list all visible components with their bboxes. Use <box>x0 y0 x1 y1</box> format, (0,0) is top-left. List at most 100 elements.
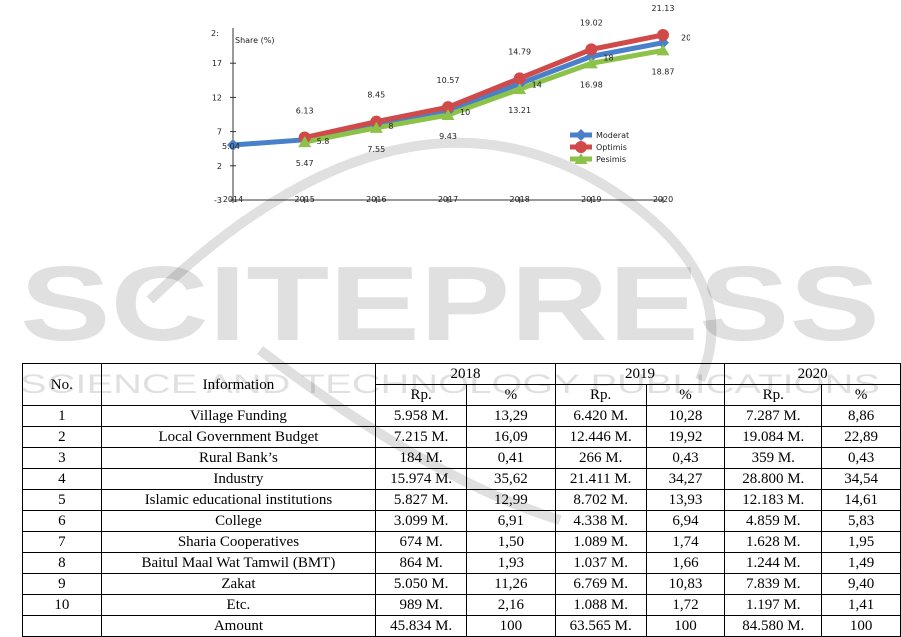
row-amount-2020: 1.244 M. <box>724 552 823 574</box>
x-tick-label: 2015 <box>294 195 314 204</box>
table-row: 8 Baitul Maal Wat Tamwil (BMT) 864 M. 1,… <box>22 552 901 574</box>
row-information: Sharia Cooperatives <box>100 531 377 553</box>
row-percent-2020: 1,95 <box>821 531 901 553</box>
table-row: 2 Local Government Budget 7.215 M. 16,09… <box>22 426 901 448</box>
row-percent-2019: 0,43 <box>645 447 726 469</box>
row-amount-2020: 28.800 M. <box>724 468 823 490</box>
optimis-data-label: 6.13 <box>296 107 314 116</box>
row-percent-2018: 0,41 <box>466 447 556 469</box>
row-percent-2020: 1,41 <box>821 594 901 616</box>
row-amount-2018: 674 M. <box>375 531 468 553</box>
total-amount-2019: 63.565 M. <box>554 615 647 637</box>
row-percent-2020: 1,49 <box>821 552 901 574</box>
moderat-data-label: 8 <box>388 122 393 131</box>
row-percent-2020: 22,89 <box>821 426 901 448</box>
row-amount-2019: 12.446 M. <box>554 426 647 448</box>
row-percent-2019: 34,27 <box>645 468 726 490</box>
row-amount-2019: 6.420 M. <box>554 405 647 427</box>
col-rp-header: Rp. <box>554 384 647 406</box>
col-year-header: 2019 <box>554 363 726 385</box>
row-percent-2018: 1,50 <box>466 531 556 553</box>
optimis-point <box>370 115 383 128</box>
share-chart: 17 12 7 2 -3 2: Share (%) 2014 2015 2016 2017 2018 2… <box>200 0 690 215</box>
row-number: 2 <box>22 426 102 448</box>
pesimis-point <box>441 108 455 120</box>
legend-entry-label: Optimis <box>596 143 627 152</box>
row-amount-2020: 1.197 M. <box>724 594 823 616</box>
row-percent-2020: 8,86 <box>821 405 901 427</box>
pesimis-point <box>656 44 670 56</box>
table-header-row: No. Information 2018 2019 2020 <box>22 363 901 406</box>
row-amount-2020: 1.628 M. <box>724 531 823 553</box>
row-amount-2020: 12.183 M. <box>724 489 823 511</box>
optimis-data-label: 8.45 <box>367 91 385 100</box>
y-tick-label: -3 <box>214 196 222 205</box>
row-amount-2018: 5.050 M. <box>375 573 468 595</box>
moderat-data-label: 20 <box>681 34 690 43</box>
x-tick-label: 2016 <box>366 195 386 204</box>
total-percent-2018: 100 <box>466 615 556 637</box>
y-tick-label: 17 <box>212 59 222 68</box>
y-tick-label: 7 <box>217 128 222 137</box>
y-tick-label: 2: <box>211 29 219 38</box>
x-tick-label: 2020 <box>653 195 673 204</box>
row-number: 6 <box>22 510 102 532</box>
pesimis-point <box>584 57 598 69</box>
pesimis-data-label: 9.43 <box>439 132 457 141</box>
table-total-row: Amount 45.834 M. 100 63.565 M. 100 84.58… <box>22 615 901 637</box>
moderat-data-label: 18 <box>603 53 613 62</box>
row-amount-2019: 266 M. <box>554 447 647 469</box>
row-percent-2018: 35,62 <box>466 468 556 490</box>
col-info-header: Information <box>100 363 377 406</box>
row-percent-2020: 9,40 <box>821 573 901 595</box>
pesimis-line <box>302 47 666 145</box>
row-amount-2019: 1.037 M. <box>554 552 647 574</box>
row-amount-2018: 989 M. <box>375 594 468 616</box>
y-axis-label: Share (%) <box>235 36 274 45</box>
legend-entry-label: Pesimis <box>596 155 626 164</box>
row-amount-2019: 1.089 M. <box>554 531 647 553</box>
watermark-main-text: SCITEPRESS <box>20 245 880 363</box>
row-amount-2019: 1.088 M. <box>554 594 647 616</box>
table-row: 9 Zakat 5.050 M. 11,26 6.769 M. 10,83 7.… <box>22 573 901 595</box>
row-information: Village Funding <box>100 405 377 427</box>
row-percent-2020: 5,83 <box>821 510 901 532</box>
row-percent-2019: 6,94 <box>645 510 726 532</box>
pesimis-point <box>298 136 312 148</box>
row-amount-2019: 6.769 M. <box>554 573 647 595</box>
x-tick-label: 2018 <box>509 195 529 204</box>
row-percent-2018: 2,16 <box>466 594 556 616</box>
row-percent-2020: 0,43 <box>821 447 901 469</box>
row-information: Local Government Budget <box>100 426 377 448</box>
col-pct-header: % <box>466 384 556 406</box>
row-percent-2019: 13,93 <box>645 489 726 511</box>
row-information: Islamic educational institutions <box>100 489 377 511</box>
pesimis-data-label: 13.21 <box>508 106 531 115</box>
legend-entry-label: Moderat <box>596 131 629 140</box>
x-tick-label: 2014 <box>223 195 243 204</box>
row-number: 5 <box>22 489 102 511</box>
row-amount-2020: 359 M. <box>724 447 823 469</box>
col-year-header: 2020 <box>724 363 901 385</box>
row-percent-2019: 10,83 <box>645 573 726 595</box>
row-amount-2020: 4.859 M. <box>724 510 823 532</box>
x-tick-label: 2017 <box>438 195 458 204</box>
moderat-data-label: 14 <box>532 81 542 90</box>
row-number: 1 <box>22 405 102 427</box>
table-row: 3 Rural Bank’s 184 M. 0,41 266 M. 0,43 3… <box>22 447 901 469</box>
row-number: 9 <box>22 573 102 595</box>
row-amount-2019: 8.702 M. <box>554 489 647 511</box>
row-information: Zakat <box>100 573 377 595</box>
col-rp-header: Rp. <box>375 384 468 406</box>
optimis-data-label: 10.57 <box>437 76 460 85</box>
row-information: Baitul Maal Wat Tamwil (BMT) <box>100 552 377 574</box>
row-percent-2019: 1,72 <box>645 594 726 616</box>
total-amount-2020: 84.580 M. <box>724 615 823 637</box>
row-information: Industry <box>100 468 377 490</box>
row-percent-2018: 13,29 <box>466 405 556 427</box>
row-amount-2019: 4.338 M. <box>554 510 647 532</box>
row-number: 3 <box>22 447 102 469</box>
row-percent-2018: 11,26 <box>466 573 556 595</box>
row-information: Rural Bank’s <box>100 447 377 469</box>
moderat-line <box>230 40 666 148</box>
